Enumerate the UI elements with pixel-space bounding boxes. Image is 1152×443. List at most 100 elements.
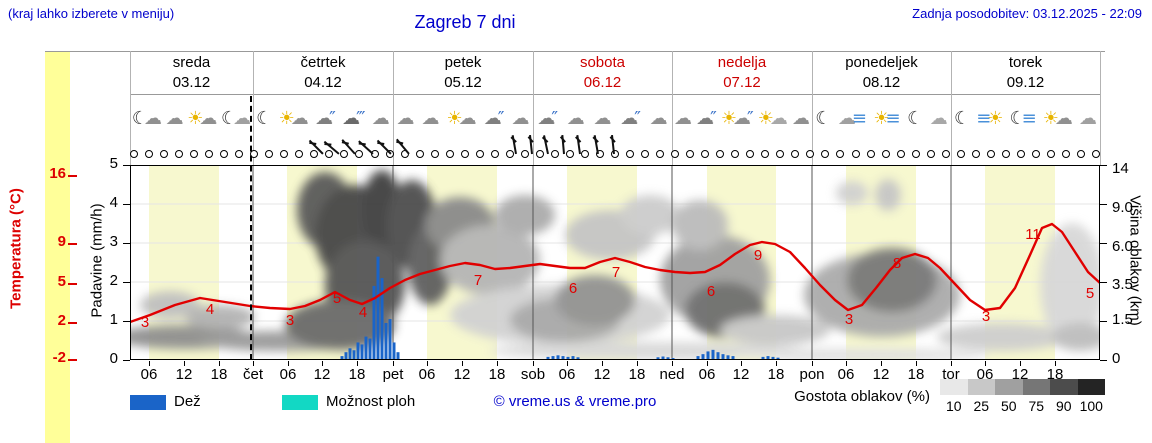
- svg-text:7: 7: [474, 272, 482, 289]
- icon-glyph: ″: [551, 107, 559, 129]
- cloud-cover-symbol: [1076, 150, 1085, 158]
- cloud-tick-label: 14: [1112, 160, 1129, 177]
- icon-glyph: ″: [634, 107, 641, 129]
- temp-tick-label: 9: [57, 233, 66, 250]
- cloud-cover-symbol: [731, 150, 740, 158]
- icon-glyph: ☁: [769, 107, 788, 129]
- cloud-cover-symbol: [310, 150, 319, 158]
- x-tick: [881, 361, 882, 366]
- precip-tick: [123, 282, 130, 283]
- precip-tick-label: 1: [109, 311, 118, 328]
- legend-rain-swatch: [130, 395, 166, 410]
- credit-link[interactable]: © vreme.us & vreme.pro: [493, 393, 657, 410]
- day-date: 04.12: [304, 74, 342, 91]
- x-tick: [951, 361, 952, 366]
- day-separator: [672, 51, 673, 165]
- gradient-step-label: 25: [973, 398, 990, 414]
- x-tick-label: 12: [732, 366, 750, 383]
- icon-glyph: ☀: [187, 107, 204, 129]
- day-boundary-lines: [252, 165, 952, 360]
- day-header: petek 05.12: [393, 53, 533, 93]
- x-tick: [916, 361, 917, 366]
- x-tick-label: 18: [348, 366, 366, 383]
- cloud-cover-symbol: [791, 150, 800, 158]
- cloud-cover-symbol: [626, 150, 635, 158]
- icon-glyph: ☁: [483, 107, 502, 129]
- cloud-cover-symbol: [265, 150, 274, 158]
- day-date: 08.12: [862, 74, 901, 91]
- icon-glyph: ‴: [356, 107, 366, 129]
- precip-tick: [123, 204, 130, 205]
- day-icons-row: ☁ ☁″ ☀☁″ ☀☁ ☁: [672, 97, 812, 139]
- icon-glyph: ☁: [649, 107, 668, 129]
- icon-glyph: ☀: [873, 107, 890, 129]
- x-tick: [357, 361, 358, 366]
- cloud-cover-symbol: [851, 150, 860, 158]
- icon-glyph: ☀: [446, 107, 463, 129]
- icon-glyph: ☁: [1054, 107, 1073, 129]
- cloud-cover-symbol: [340, 150, 349, 158]
- cloud-density-gradient: [940, 379, 1105, 395]
- weather-icon: ≡☀: [976, 108, 1003, 129]
- x-tick-label: pet: [382, 366, 404, 383]
- x-tick-label: čet: [242, 366, 263, 383]
- rain-bars: [340, 256, 780, 360]
- icon-glyph: ☁: [791, 107, 810, 129]
- icon-glyph: ☾: [1009, 107, 1026, 129]
- wind-barb-flag: [396, 140, 404, 145]
- cloud-cover-symbol: [280, 150, 289, 158]
- icon-glyph: ☁: [233, 107, 252, 129]
- gradient-step-label: 50: [1000, 398, 1017, 414]
- icon-glyph: ☁: [290, 107, 309, 129]
- cloud-tick-label: 0: [1112, 350, 1121, 367]
- day-name: petek: [444, 54, 482, 71]
- x-tick: [812, 361, 813, 366]
- precip-axis-title: Padavine (mm/h): [88, 203, 106, 318]
- icon-glyph: ☾: [907, 107, 924, 129]
- cloud-cover-symbol: [1061, 150, 1070, 158]
- x-tick-label: 06: [558, 366, 576, 383]
- cloud-density-label: Gostota oblakov (%): [794, 388, 930, 405]
- svg-text:5: 5: [333, 290, 341, 307]
- header-divider-top: [45, 51, 1105, 52]
- day-icons-row: ☁″ ☁ ☁ ☁″ ☁: [533, 97, 672, 139]
- wind-barb-flag: [377, 141, 385, 145]
- weather-icon: ☾: [256, 108, 272, 129]
- icon-glyph: ☁: [1078, 107, 1097, 129]
- x-tick-label: 06: [976, 366, 994, 383]
- gradient-step: [1050, 379, 1078, 395]
- x-tick-label: 06: [140, 366, 158, 383]
- cloud-cover-symbol: [565, 150, 574, 158]
- icon-glyph: ☾: [131, 107, 148, 129]
- weather-icon: ☁″: [696, 108, 717, 129]
- cloud-cover-symbol: [550, 150, 559, 158]
- weather-icon: ☁: [567, 108, 585, 129]
- cloud-cover-symbol: [445, 150, 454, 158]
- weather-icon: ☁≡: [838, 108, 867, 129]
- precip-tick-label: 0: [109, 350, 118, 367]
- x-tick: [985, 361, 986, 366]
- weather-icon: ☾: [815, 108, 831, 129]
- x-tick-label: ned: [659, 366, 685, 383]
- weather-icon: ☁: [397, 108, 415, 129]
- cloud-axis-title: Višina oblakov (km): [1126, 195, 1144, 326]
- legend-showers-label: Možnost ploh: [326, 393, 416, 410]
- cloud-cover-symbol: [175, 150, 184, 158]
- day-icons-row: ☁ ☁ ☀☁ ☁″ ☁: [393, 97, 533, 139]
- x-tick-label: 06: [279, 366, 297, 383]
- x-tick: [427, 361, 428, 366]
- icon-glyph: ″: [329, 107, 336, 129]
- cloud-cover-symbol: [746, 150, 755, 158]
- day-icons-row: ☾ ≡☀ ☾≡ ☀☁ ☁: [951, 97, 1100, 139]
- icon-glyph: ″: [710, 107, 717, 129]
- day-header: torek 09.12: [951, 53, 1100, 93]
- legend-rain-label: Dež: [174, 393, 201, 410]
- temperature-line: [130, 222, 1100, 324]
- day-separator: [393, 51, 394, 165]
- icon-glyph: ☁: [674, 107, 693, 129]
- cloud-cover-symbol: [325, 150, 334, 158]
- cloud-tick: [1100, 204, 1107, 205]
- icon-glyph: ☁: [511, 107, 530, 129]
- weather-icon: ☁″: [484, 108, 505, 129]
